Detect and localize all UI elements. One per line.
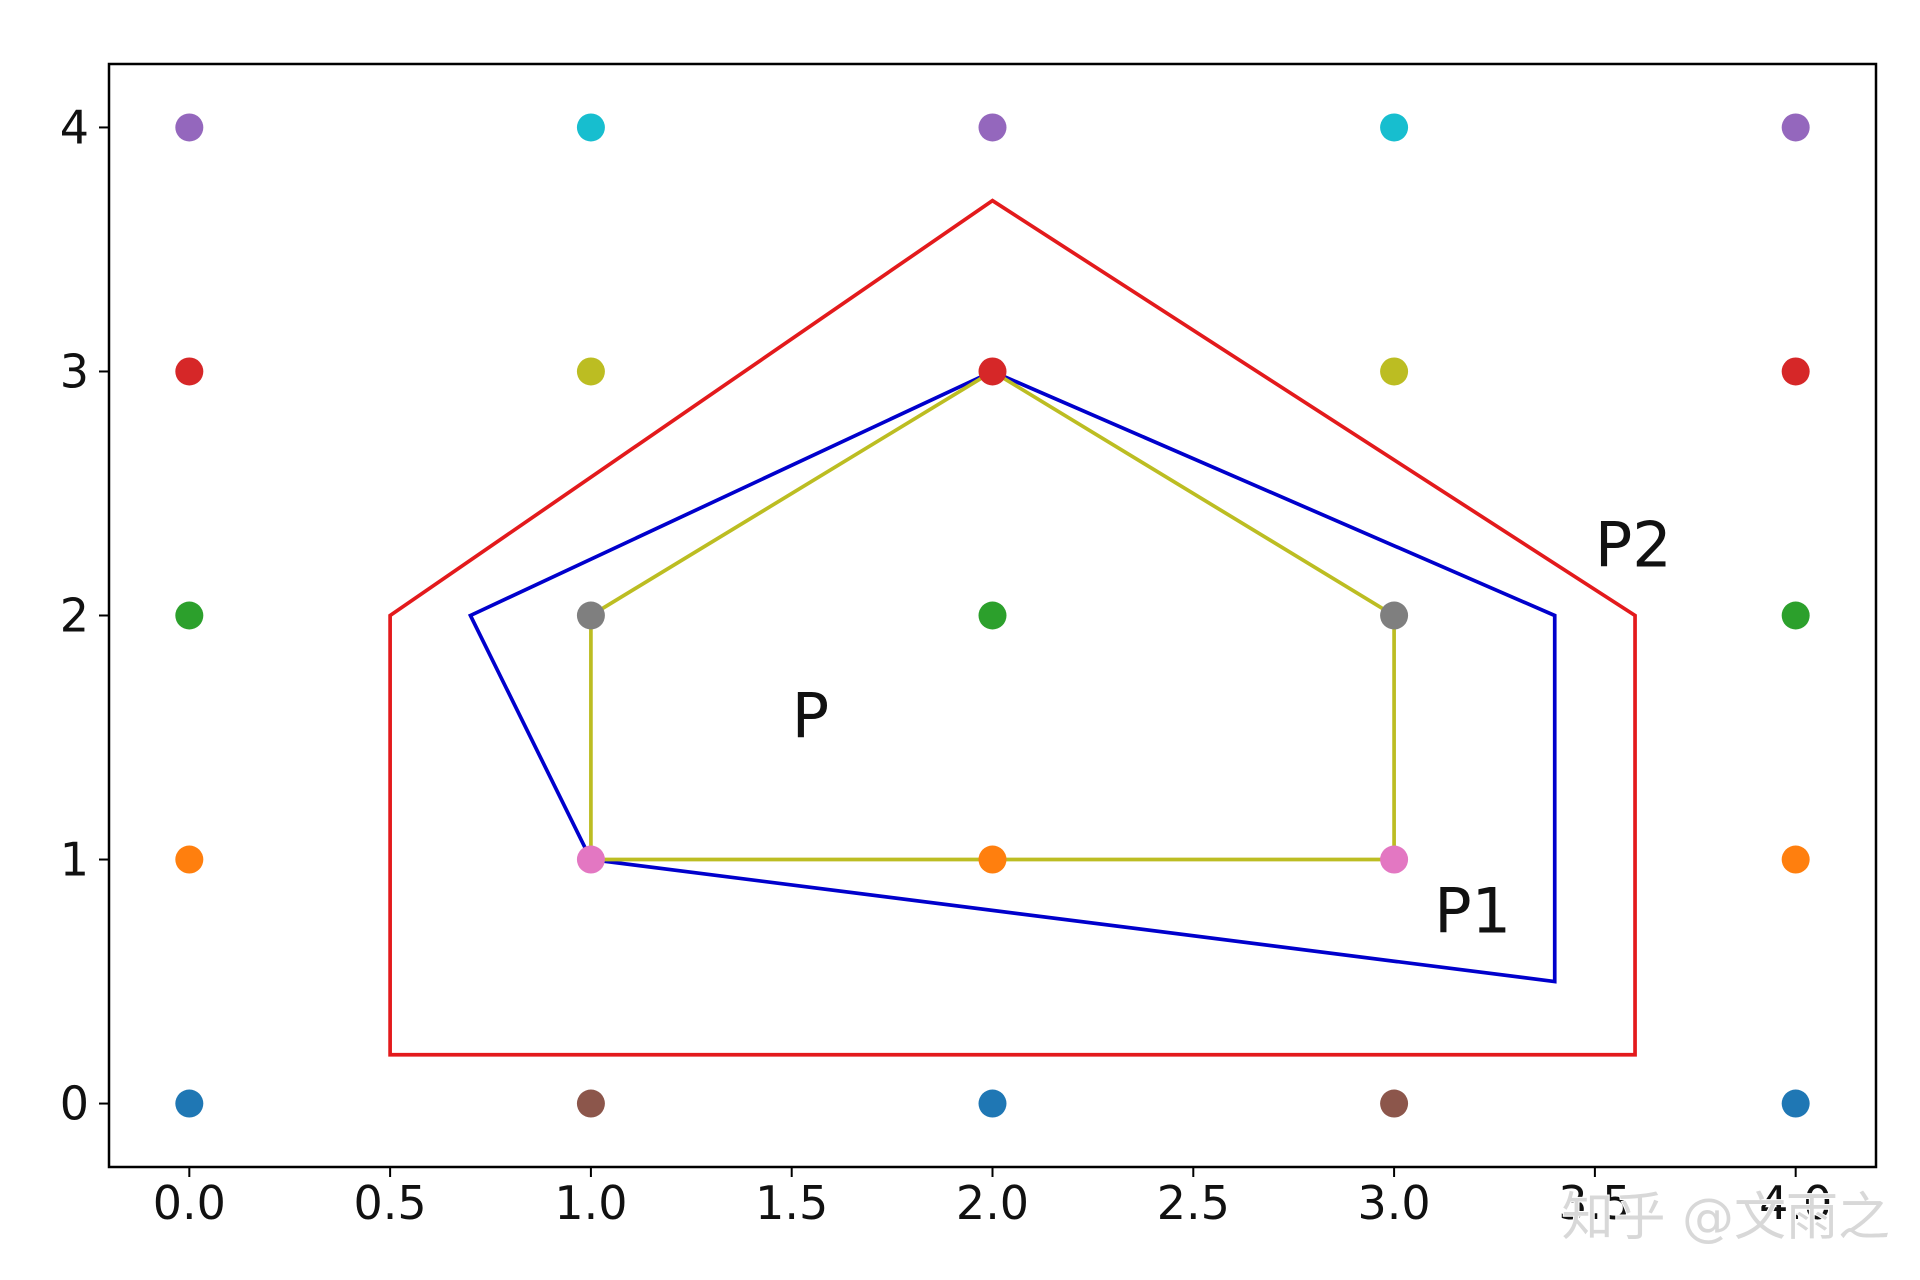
- point: [1781, 1089, 1810, 1118]
- point: [978, 357, 1007, 386]
- point: [978, 1089, 1007, 1118]
- x-tick-label: 1.0: [554, 1176, 627, 1230]
- y-tick-label: 0: [60, 1077, 89, 1131]
- point: [1781, 113, 1810, 142]
- x-tick-label: 0.0: [153, 1176, 226, 1230]
- y-tick-label: 3: [60, 344, 89, 398]
- point: [978, 601, 1007, 630]
- point: [1380, 357, 1409, 386]
- point: [1380, 1089, 1409, 1118]
- y-tick-label: 1: [60, 833, 89, 887]
- polygon: [467, 369, 1557, 984]
- polygon: [388, 198, 1637, 1057]
- point: [175, 357, 204, 386]
- x-tick-label: 3.5: [1558, 1176, 1631, 1230]
- point: [1781, 601, 1810, 630]
- point: [1781, 357, 1810, 386]
- polygon: [589, 369, 1396, 862]
- polygon-label: P: [792, 680, 829, 753]
- x-tick-label: 2.0: [956, 1176, 1029, 1230]
- point: [978, 113, 1007, 142]
- point: [576, 1089, 605, 1118]
- point: [1380, 845, 1409, 874]
- watermark: 知乎 @文雨之: [1561, 1188, 1890, 1248]
- polygon-label: P1: [1434, 875, 1511, 948]
- x-tick-label: 4.0: [1759, 1176, 1832, 1230]
- y-tick-label: 4: [60, 100, 89, 154]
- point: [1380, 601, 1409, 630]
- point: [576, 845, 605, 874]
- point: [175, 601, 204, 630]
- point: [175, 113, 204, 142]
- polygon-label: P2: [1595, 509, 1672, 582]
- point: [576, 357, 605, 386]
- point: [175, 1089, 204, 1118]
- y-tick-label: 2: [60, 589, 89, 643]
- point: [978, 845, 1007, 874]
- x-tick-label: 3.0: [1358, 1176, 1431, 1230]
- point: [1781, 845, 1810, 874]
- point: [1380, 113, 1409, 142]
- x-tick-label: 0.5: [354, 1176, 427, 1230]
- point: [576, 601, 605, 630]
- point: [175, 845, 204, 874]
- point: [576, 113, 605, 142]
- x-tick-label: 1.5: [755, 1176, 828, 1230]
- x-tick-label: 2.5: [1157, 1176, 1230, 1230]
